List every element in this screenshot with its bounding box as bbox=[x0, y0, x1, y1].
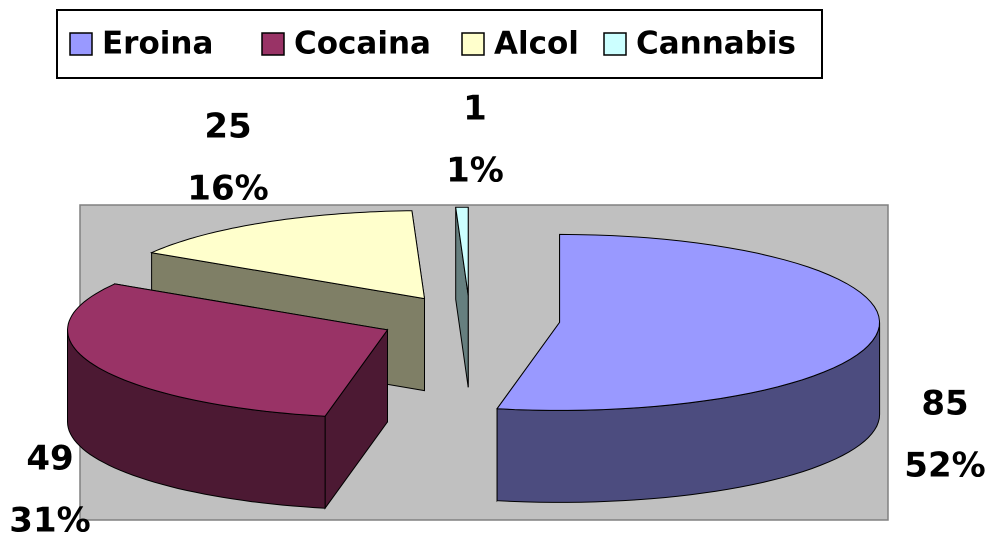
slice bbox=[496, 233, 881, 411]
legend-swatch bbox=[603, 32, 627, 56]
slice bbox=[455, 206, 469, 296]
data-label: 1 bbox=[463, 89, 487, 129]
percent-label: 16% bbox=[187, 169, 268, 209]
legend-swatch bbox=[461, 32, 485, 56]
legend-label: Cocaina bbox=[294, 26, 431, 62]
legend-box bbox=[56, 9, 823, 79]
percent-label: 1% bbox=[446, 151, 504, 191]
legend-swatch bbox=[69, 32, 93, 56]
legend-label: Cannabis bbox=[636, 26, 796, 62]
slice bbox=[149, 210, 426, 300]
data-label: 85 bbox=[921, 384, 968, 424]
legend-swatch bbox=[261, 32, 285, 56]
slice bbox=[66, 283, 389, 417]
percent-label: 52% bbox=[904, 446, 985, 486]
percent-label: 31% bbox=[9, 501, 90, 536]
legend-label: Alcol bbox=[494, 26, 579, 62]
legend-label: Eroina bbox=[102, 26, 213, 62]
data-label: 49 bbox=[26, 439, 73, 479]
data-label: 25 bbox=[204, 107, 251, 147]
